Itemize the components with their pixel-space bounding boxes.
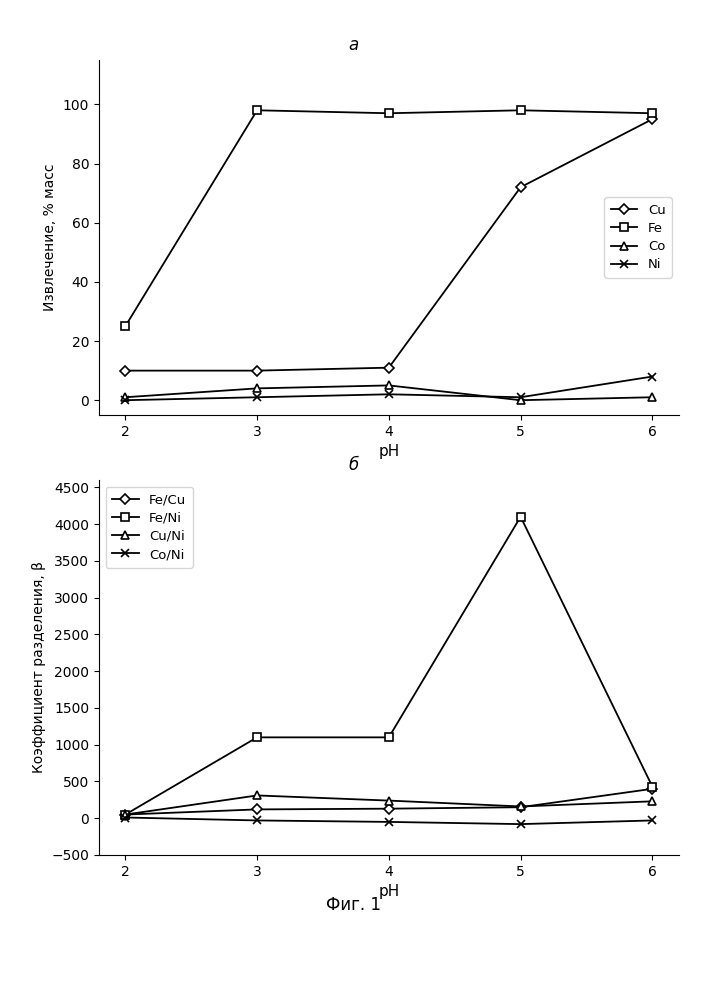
Cu/Ni: [648, 795, 657, 807]
Co: [121, 391, 129, 403]
Ni: [516, 391, 525, 403]
Fe/Ni: [516, 511, 525, 523]
Ni: [648, 371, 657, 383]
Line: Ni: Ni: [122, 373, 656, 404]
Fe/Cu: [385, 803, 393, 815]
Co: [516, 394, 525, 406]
Fe/Cu: [516, 801, 525, 813]
Ni: [385, 388, 393, 400]
Co/Ni: [516, 818, 525, 830]
X-axis label: pH: pH: [378, 884, 399, 899]
Cu: [648, 113, 657, 125]
Fe: [121, 320, 129, 332]
Text: Фиг. 1: Фиг. 1: [326, 896, 381, 914]
Fe/Cu: [253, 803, 262, 815]
Fe/Cu: [121, 809, 129, 821]
Fe/Ni: [121, 809, 129, 821]
Cu: [385, 362, 393, 374]
Text: а: а: [349, 36, 358, 54]
Cu/Ni: [121, 809, 129, 821]
Co: [648, 391, 657, 403]
Legend: Fe/Cu, Fe/Ni, Cu/Ni, Co/Ni: Fe/Cu, Fe/Ni, Cu/Ni, Co/Ni: [105, 487, 193, 568]
Line: Co/Ni: Co/Ni: [122, 814, 656, 828]
Y-axis label: Коэффициент разделения, β: Коэффициент разделения, β: [32, 562, 46, 773]
Fe/Ni: [385, 731, 393, 743]
Ni: [121, 394, 129, 406]
Line: Cu/Ni: Cu/Ni: [122, 792, 656, 818]
Line: Fe/Ni: Fe/Ni: [122, 513, 656, 818]
Line: Co: Co: [122, 382, 656, 404]
Co/Ni: [385, 816, 393, 828]
Cu/Ni: [385, 795, 393, 807]
Fe: [648, 107, 657, 119]
Co/Ni: [648, 814, 657, 826]
Fe/Ni: [253, 731, 262, 743]
Fe/Cu: [648, 783, 657, 795]
Fe: [516, 104, 525, 116]
Fe: [385, 107, 393, 119]
Co: [253, 382, 262, 394]
Co/Ni: [121, 812, 129, 824]
X-axis label: pH: pH: [378, 444, 399, 459]
Cu/Ni: [516, 800, 525, 812]
Co: [385, 379, 393, 391]
Line: Fe: Fe: [122, 106, 656, 330]
Cu/Ni: [253, 789, 262, 801]
Text: б: б: [349, 456, 358, 474]
Cu: [516, 181, 525, 193]
Y-axis label: Извлечение, % масс: Извлечение, % масс: [43, 164, 57, 311]
Fe/Ni: [648, 781, 657, 793]
Line: Fe/Cu: Fe/Cu: [122, 785, 656, 818]
Ni: [253, 391, 262, 403]
Cu: [253, 365, 262, 377]
Legend: Cu, Fe, Co, Ni: Cu, Fe, Co, Ni: [604, 197, 672, 278]
Cu: [121, 365, 129, 377]
Co/Ni: [253, 814, 262, 826]
Fe: [253, 104, 262, 116]
Line: Cu: Cu: [122, 115, 656, 374]
